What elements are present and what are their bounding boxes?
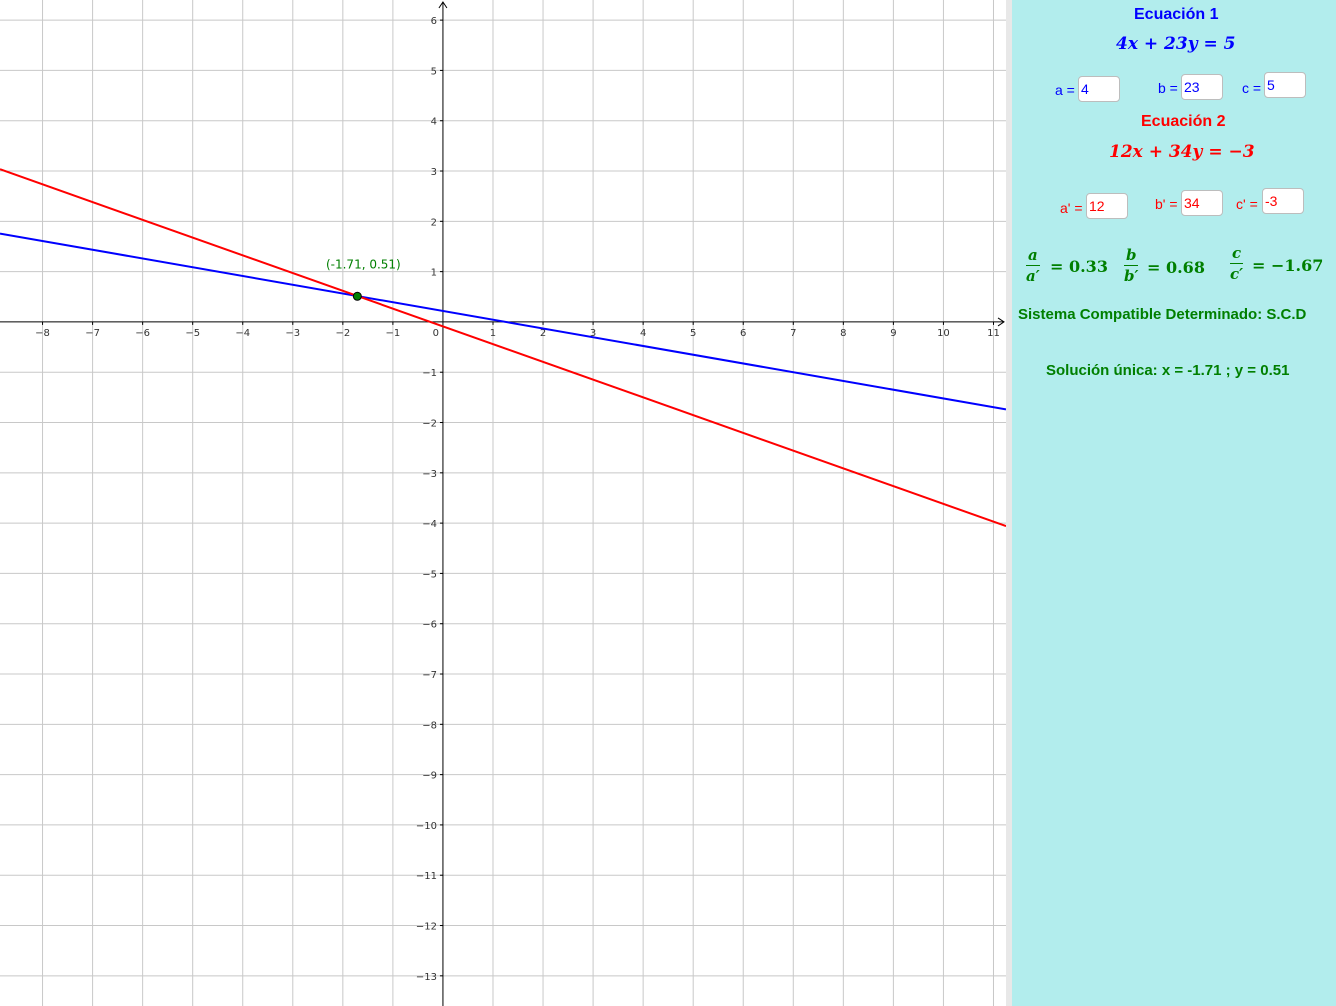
ratio-a-value: = 0.33 — [1050, 257, 1108, 276]
a-prime-label: a' = — [1060, 200, 1083, 216]
x-tick-label: −2 — [335, 328, 350, 339]
b-label: b = — [1158, 80, 1178, 96]
ratio-b-denominator: b′ — [1124, 267, 1139, 285]
y-tick-label: −9 — [422, 771, 437, 782]
intersection-label: (-1.71, 0.51) — [326, 257, 401, 271]
y-tick-label: −12 — [416, 922, 437, 933]
equation-2-formula: 12x + 34y = −3 — [1109, 142, 1255, 162]
x-axis-arrow — [997, 317, 1005, 327]
equation-2-title: Ecuación 2 — [1141, 113, 1226, 130]
b-input[interactable]: 23 — [1181, 74, 1223, 100]
grid — [0, 0, 1006, 1006]
c-prime-input[interactable]: -3 — [1262, 188, 1304, 214]
ratio-c-numerator: c — [1231, 244, 1242, 262]
c-label: c = — [1242, 80, 1262, 96]
coordinate-plane[interactable]: −8 −7 −6 −5 −4 −3 −2 −1 0 1 2 3 4 5 6 7 8 9 10 11654321−1−2… — [0, 0, 1006, 1006]
x-tick-label: 3 — [590, 328, 596, 339]
y-tick-label: 3 — [431, 167, 437, 178]
x-tick-label: −7 — [85, 328, 100, 339]
graphics-view[interactable]: −8 −7 −6 −5 −4 −3 −2 −1 0 1 2 3 4 5 6 7 8 9 10 11 6 5 4 3 2 1 −1 −2… — [0, 0, 1006, 1006]
y-tick-label: −8 — [422, 720, 437, 731]
y-tick-label: −4 — [422, 519, 437, 530]
axes — [0, 1, 1005, 1006]
x-tick-label: 10 — [937, 328, 950, 339]
ratio-c-value: = −1.67 — [1252, 256, 1324, 275]
y-tick-label: −7 — [422, 670, 437, 681]
equation-1-formula: 4x + 23y = 5 — [1116, 34, 1236, 54]
a-input[interactable]: 4 — [1078, 76, 1120, 102]
ratio-a-denominator: a′ — [1026, 267, 1040, 285]
y-tick-label: −10 — [416, 821, 437, 832]
x-tick-label: −5 — [185, 328, 200, 339]
y-tick-label: 1 — [431, 268, 437, 279]
x-tick-label: 11 — [987, 328, 1000, 339]
b-prime-input[interactable]: 34 — [1181, 190, 1223, 216]
y-tick-label: −11 — [416, 871, 437, 882]
x-tick-label: 8 — [840, 328, 846, 339]
x-tick-label: 2 — [540, 328, 546, 339]
x-tick-label: 4 — [640, 328, 646, 339]
ratio-a-numerator: a — [1027, 246, 1038, 264]
y-tick-label: 2 — [431, 217, 437, 228]
ratio-a-fraction: a a′ — [1026, 246, 1040, 285]
x-tick-label: −6 — [135, 328, 150, 339]
x-tick-label: 7 — [790, 328, 796, 339]
b-prime-label: b' = — [1155, 196, 1178, 212]
y-axis-arrow — [438, 1, 448, 9]
equation-1-line — [0, 232, 1006, 411]
ratio-c-denominator: c′ — [1230, 265, 1244, 283]
c-prime-label: c' = — [1236, 196, 1258, 212]
tick-labels: −8 −7 −6 −5 −4 −3 −2 −1 0 1 2 3 4 5 6 7 8 9 10 11654321−1−2… — [35, 16, 1000, 983]
y-tick-label: −13 — [416, 972, 437, 983]
x-tick-label: −1 — [386, 328, 401, 339]
y-tick-label: 6 — [431, 16, 437, 27]
intersection-point — [352, 291, 362, 301]
a-prime-input[interactable]: 12 — [1086, 193, 1128, 219]
x-tick-label: 6 — [740, 328, 746, 339]
equation-lines — [0, 168, 1006, 528]
y-tick-label: 4 — [431, 117, 437, 128]
x-tick-label: 9 — [890, 328, 896, 339]
ratio-b-bar — [1124, 265, 1139, 266]
y-tick-label: −1 — [422, 368, 437, 379]
intersection-point-group: (-1.71, 0.51) — [326, 257, 401, 301]
ratio-b-value: = 0.68 — [1147, 258, 1205, 277]
x-tick-label: 0 — [433, 328, 439, 339]
ratio-b-fraction: b b′ — [1124, 246, 1139, 285]
panel-divider[interactable] — [1006, 0, 1012, 1006]
y-tick-label: −5 — [422, 569, 437, 580]
a-label: a = — [1055, 82, 1075, 98]
equation-1-title: Ecuación 1 — [1134, 6, 1219, 23]
ratio-c-bar — [1230, 263, 1244, 264]
x-tick-label: 1 — [490, 328, 496, 339]
system-type-text: Sistema Compatible Determinado: S.C.D — [1018, 306, 1307, 323]
input-panel: Ecuación 1 4x + 23y = 5 a = 4 b = 23 c =… — [1012, 0, 1336, 1006]
ratio-a-bar — [1026, 265, 1040, 266]
y-tick-label: −2 — [422, 419, 437, 430]
y-tick-label: 5 — [431, 66, 437, 77]
x-tick-label: 5 — [690, 328, 696, 339]
ratio-b-numerator: b — [1125, 246, 1137, 264]
x-tick-label: −4 — [235, 328, 250, 339]
y-tick-label: −6 — [422, 620, 437, 631]
y-tick-label: −3 — [422, 469, 437, 480]
solution-text: Solución única: x = -1.71 ; y = 0.51 — [1046, 362, 1290, 379]
c-input[interactable]: 5 — [1264, 72, 1306, 98]
ratio-c-fraction: c c′ — [1230, 244, 1244, 283]
x-tick-label: −8 — [35, 328, 50, 339]
equation-2-line — [0, 168, 1006, 528]
x-tick-label: −3 — [285, 328, 300, 339]
